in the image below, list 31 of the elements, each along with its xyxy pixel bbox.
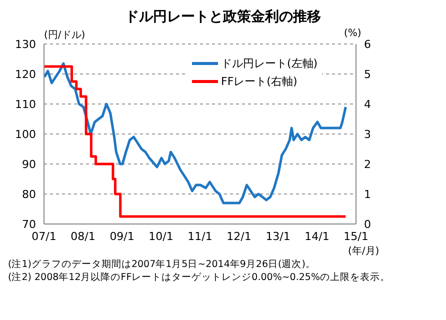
legend-label: FFレート(右軸) (221, 74, 298, 88)
y2-tick-label: 5 (364, 68, 371, 81)
legend-label: ドル円レート(左軸) (221, 56, 318, 70)
y2-tick-label: 1 (364, 188, 371, 201)
x-tick-label: 09/1 (110, 230, 134, 243)
y-tick-label: 90 (22, 158, 36, 171)
y-axis-title: (円/ドル) (44, 29, 86, 42)
y2-tick-label: 2 (364, 158, 371, 171)
y2-tick-label: 0 (364, 218, 371, 231)
x-tick-label: 11/1 (188, 230, 212, 243)
x-tick-label: 08/1 (70, 230, 96, 243)
y2-tick-label: 4 (364, 98, 371, 111)
y-tick-label: 70 (22, 218, 36, 231)
x-tick-label: 07/1 (32, 230, 56, 243)
y-tick-label: 130 (15, 38, 36, 51)
x-axis-title: (年/月) (348, 245, 380, 258)
y-tick-label: 100 (15, 128, 36, 141)
x-tick-label: 13/1 (266, 230, 290, 243)
y2-tick-label: 3 (364, 128, 371, 141)
text: (注2) 2008年12月以降のFFレートはターゲットレンジ0.00%~0.25%の上限を表示。 (8, 271, 391, 284)
x-tick-label: 14/1 (304, 230, 330, 243)
x-tick-label: 12/1 (226, 230, 252, 243)
y2-tick-label: 6 (364, 38, 371, 51)
y-tick-label: 80 (22, 188, 36, 201)
x-tick-label: 15/1 (344, 230, 368, 243)
y-tick-label: 110 (15, 98, 36, 111)
y-tick-label: 120 (15, 68, 36, 81)
x-tick-label: 10/1 (148, 230, 174, 243)
text: (注1)グラフのデータ期間は2007年1月5日~2014年9月26日(週次)。 (8, 258, 316, 271)
chart-title: ドル円レートと政策金利の推移 (124, 8, 322, 27)
y2-axis-title: (%) (344, 28, 362, 39)
